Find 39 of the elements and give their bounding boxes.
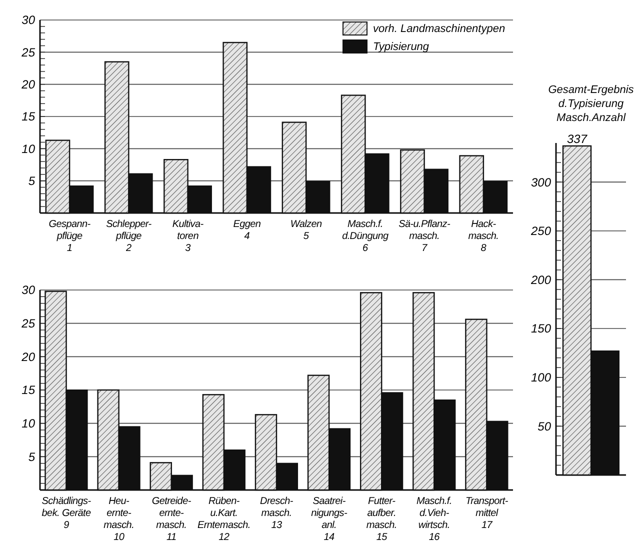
chart-title: Gesamt-Ergebnis d.Typisierung Masch.Anzahl (548, 84, 634, 124)
x-tick-label: Sä-u.Pflanz- masch. 7 (398, 219, 451, 254)
y-tick-label: 300 (530, 175, 552, 190)
y-tick-label: 25 (20, 316, 36, 331)
x-tick-label: Dresch- masch. 13 (260, 496, 294, 531)
y-tick-label: 200 (530, 272, 552, 287)
x-tick-label: Getreide- ernte- masch. 11 (152, 496, 192, 543)
y-tick-label: 25 (20, 45, 36, 60)
x-tick-label: Gespann- pflüge 1 (48, 219, 92, 254)
y-tick-label: 30 (22, 13, 36, 28)
x-tick-label: Futter- aufber. masch. 15 (366, 496, 397, 543)
y-tick-label: 30 (22, 283, 36, 298)
x-tick-label: Walzen 5 (290, 219, 322, 242)
x-tick-label: Schlepper- pflüge 2 (106, 219, 152, 254)
x-tick-label: Heu- ernte- masch. 10 (104, 496, 134, 543)
x-tick-label: Saatrei- nigungs- anl. 14 (311, 496, 348, 543)
x-tick-label: Schädlings- bek. Geräte 9 (42, 496, 92, 531)
data-label: 337 (566, 132, 588, 146)
y-tick-label: 100 (530, 370, 552, 385)
y-tick-label: 15 (22, 383, 36, 398)
y-tick-label: 150 (530, 322, 552, 336)
x-tick-label: Rüben- u.Kart. Erntemasch. 12 (198, 496, 250, 543)
x-tick-label: Transport- mittel 17 (466, 496, 509, 531)
x-tick-label: Masch.f. d.Vieh- wirtsch. 16 (416, 496, 452, 543)
y-tick-label: 50 (538, 419, 552, 434)
x-tick-label: Hack- masch. 8 (468, 219, 499, 254)
y-tick-label: 5 (28, 174, 36, 188)
y-tick-label: 20 (20, 350, 36, 364)
legend-label: Typisierung (373, 41, 430, 53)
y-tick-label: 10 (22, 142, 36, 156)
y-tick-label: 5 (28, 450, 36, 464)
x-tick-label: Kultiva- toren 3 (172, 219, 204, 254)
legend-label: vorh. Landmaschinentypen (373, 23, 506, 35)
y-tick-label: 20 (20, 78, 36, 92)
x-tick-label: Eggen 4 (233, 219, 262, 242)
y-tick-label: 250 (530, 224, 552, 238)
x-tick-label: Masch.f. d.Düngung 6 (342, 219, 390, 254)
y-tick-label: 10 (22, 416, 36, 431)
y-tick-label: 15 (22, 110, 36, 124)
